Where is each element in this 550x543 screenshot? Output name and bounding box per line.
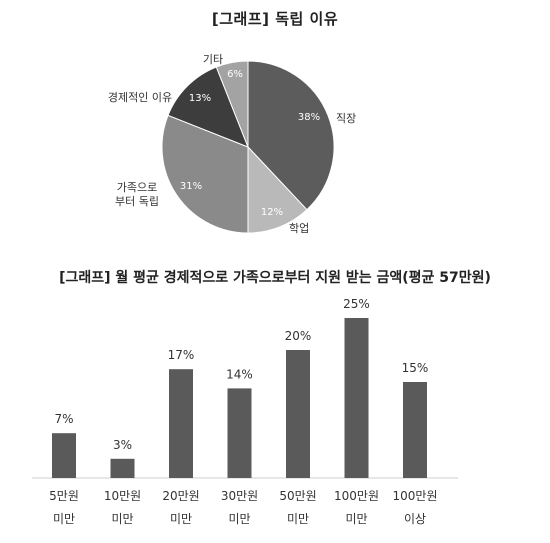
bar-value-label: 14% — [226, 367, 253, 381]
pie-slice-category-label: 가족으로 — [117, 181, 157, 194]
category-tick-label: 미만 — [228, 512, 250, 526]
category-tick-label: 미만 — [53, 512, 75, 526]
category-tick-label: 30만원 — [221, 489, 258, 503]
bar-value-label: 17% — [168, 348, 195, 362]
bar-value-label: 25% — [343, 297, 370, 311]
bar — [403, 382, 427, 478]
pie-slice-value-label: 6% — [227, 69, 243, 80]
pie-slice-value-label: 31% — [180, 181, 202, 192]
pie-slice-category-label: 기타 — [203, 53, 223, 66]
pie-slice — [247, 145, 308, 234]
category-tick-label: 10만원 — [104, 489, 141, 503]
category-tick-label: 미만 — [287, 512, 309, 526]
bar-value-label: 3% — [113, 438, 132, 452]
category-tick-label: 미만 — [345, 512, 367, 526]
category-tick-label: 100만원 — [393, 489, 438, 503]
pie-chart: 38% 직장 12% 학업 31% 가족으로부터 독립 13% 경제적인 이유 6% 기타 — [108, 53, 356, 235]
category-tick-label: 50만원 — [279, 489, 316, 503]
bar — [169, 369, 193, 478]
pie-slice-value-label: 12% — [261, 207, 283, 218]
pie-slice-value-label: 38% — [298, 112, 320, 123]
pie-slice — [167, 66, 249, 148]
category-tick-label: 20만원 — [162, 489, 199, 503]
bar — [344, 318, 369, 478]
category-tick-label: 100만원 — [334, 489, 379, 503]
bar-value-label: 20% — [285, 329, 312, 343]
pie-slice-category-label: 학업 — [289, 222, 309, 235]
bar — [52, 433, 76, 478]
pie-chart-title: [그래프] 독립 이유 — [211, 10, 339, 28]
pie-slice — [215, 60, 249, 148]
bar — [286, 350, 310, 478]
category-tick-label: 5만원 — [49, 489, 79, 503]
bar-value-label: 7% — [54, 412, 73, 426]
bar-chart-title: [그래프] 월 평균 경제적으로 가족으로부터 지원 받는 금액(평균 57만원… — [59, 270, 491, 286]
category-tick-label: 이상 — [404, 512, 426, 526]
bar-value-label: 15% — [402, 361, 429, 375]
pie-slice-category-label: 경제적인 이유 — [108, 91, 172, 104]
bar — [227, 388, 252, 478]
pie-slice — [161, 114, 249, 234]
bar — [110, 458, 135, 478]
pie-slice — [247, 60, 335, 211]
pie-slice-category-label: 직장 — [336, 112, 356, 125]
category-tick-label: 미만 — [170, 512, 192, 526]
category-tick-label: 미만 — [111, 512, 133, 526]
pie-slice-value-label: 13% — [189, 93, 211, 104]
pie-slice-category-label: 부터 독립 — [115, 195, 159, 208]
